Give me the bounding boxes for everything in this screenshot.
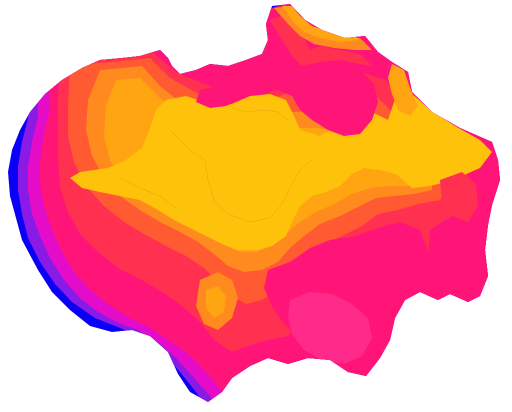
patch-deep-pink-southeast [288, 292, 372, 364]
band-yellow [70, 92, 492, 250]
patch-amber-south [206, 286, 226, 318]
patch-pink-north [196, 20, 378, 136]
patch-amber-northeast [388, 64, 418, 116]
contour-line-west [119, 177, 177, 209]
contour-line-central [169, 129, 313, 223]
contour-lines [119, 107, 313, 223]
patch-red-southeast [440, 172, 478, 222]
contour-line-north [231, 107, 289, 121]
